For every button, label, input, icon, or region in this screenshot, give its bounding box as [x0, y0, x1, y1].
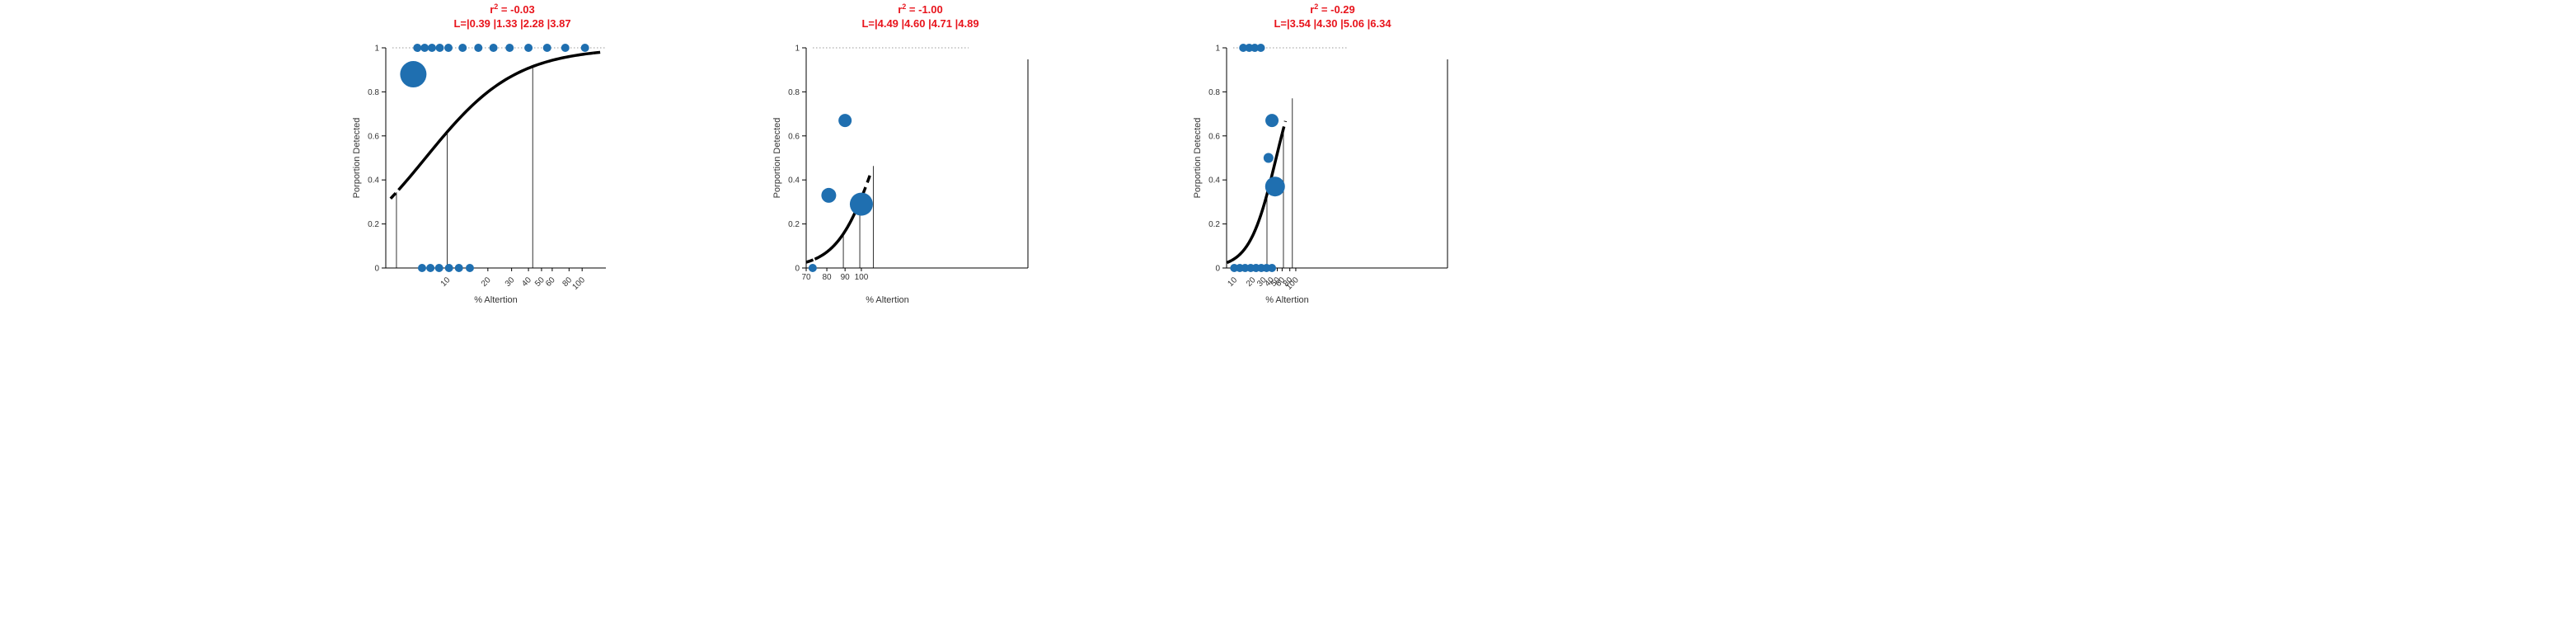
y-axis-label: Porportion Detected: [352, 118, 362, 199]
data-point: [1256, 44, 1265, 52]
data-point: [489, 44, 498, 52]
y-tick-label: 0.8: [788, 88, 800, 97]
title-r-symbol: r: [490, 3, 494, 16]
data-point: [435, 44, 444, 52]
fit-curve-dashed-low: [1226, 259, 1232, 265]
data-point: [444, 264, 453, 272]
data-point: [420, 44, 429, 52]
x-tick-label: 30: [504, 275, 517, 289]
data-point: [454, 264, 463, 272]
data-point: [808, 264, 817, 272]
fit-curve-solid: [1231, 133, 1284, 262]
x-tick-label: 40: [520, 275, 533, 289]
data-point: [1263, 153, 1274, 163]
data-point: [1239, 44, 1248, 52]
x-tick-label: 100: [855, 273, 869, 282]
chart-title-r2: r2 = -1.00: [898, 2, 943, 16]
chart-title-r2: r2 = -0.03: [490, 2, 535, 16]
data-point: [428, 44, 437, 52]
data-point: [1265, 176, 1285, 197]
data-point: [465, 264, 474, 272]
fit-curve-dashed-high: [861, 173, 872, 195]
y-tick-label: 0.2: [788, 220, 800, 229]
x-tick-label: 10: [1227, 275, 1240, 289]
y-tick-label: 1: [1215, 45, 1220, 54]
data-point: [505, 44, 514, 52]
x-tick-label: 70: [801, 273, 811, 282]
fit-curve-dashed-low: [805, 257, 816, 264]
data-point: [1265, 114, 1279, 128]
title-superscript: 2: [494, 2, 498, 11]
chart-title-thresholds: L=|3.54 |4.30 |5.06 |6.34: [1274, 17, 1391, 30]
data-point: [1268, 264, 1277, 272]
y-tick-label: 0.4: [368, 176, 379, 186]
fit-curve-dashed-low: [389, 189, 400, 200]
data-point: [474, 44, 483, 52]
x-tick-label: 100: [570, 275, 587, 292]
data-point: [426, 264, 435, 272]
y-tick-label: 0: [1215, 265, 1220, 274]
y-tick-label: 0.4: [1208, 176, 1220, 186]
data-point: [561, 44, 570, 52]
title-superscript: 2: [1314, 2, 1318, 11]
title-r2-value: = -0.29: [1318, 3, 1354, 16]
data-point: [417, 264, 426, 272]
y-axis-label: Porportion Detected: [1193, 118, 1203, 199]
y-tick-label: 0.6: [788, 132, 800, 141]
chart-panel-1: r2 = -0.03L=|0.39 |1.33 |2.28 |3.87 0 0.2 0…: [352, 2, 606, 305]
data-point: [524, 44, 533, 52]
fit-curve-solid: [397, 51, 594, 191]
y-tick-label: 1: [795, 45, 800, 54]
x-axis-label: % Altertion: [1265, 295, 1309, 305]
x-tick-label: 60: [544, 275, 557, 289]
chart-title-thresholds: L=|4.49 |4.60 |4.71 |4.89: [861, 17, 978, 30]
x-tick-label: 20: [480, 275, 493, 289]
x-tick-label: 90: [841, 273, 851, 282]
title-r-symbol: r: [898, 3, 902, 16]
data-point: [413, 44, 422, 52]
title-r-symbol: r: [1310, 3, 1314, 16]
fit-curve-dashed-high: [593, 50, 603, 55]
data-point: [542, 44, 551, 52]
y-tick-label: 0.6: [1208, 132, 1220, 141]
y-tick-label: 0: [795, 265, 800, 274]
x-tick-label: 10: [439, 275, 453, 289]
title-superscript: 2: [902, 2, 906, 11]
x-axis-label: % Altertion: [866, 295, 909, 305]
data-point: [838, 114, 852, 128]
data-point: [1250, 44, 1260, 52]
fit-curve-dashed-high: [1280, 120, 1288, 134]
data-point: [400, 61, 427, 88]
y-tick-label: 0.6: [368, 132, 379, 141]
data-point: [580, 44, 589, 52]
chart-title-r2: r2 = -0.29: [1310, 2, 1355, 16]
y-tick-label: 0.8: [1208, 88, 1220, 97]
data-point: [434, 264, 443, 272]
data-point: [458, 44, 467, 52]
data-point: [821, 187, 837, 203]
y-tick-label: 0.2: [1208, 220, 1220, 229]
title-r2-value: = -0.03: [498, 3, 534, 16]
y-tick-label: 0: [374, 265, 379, 274]
y-axis-label: Porportion Detected: [772, 118, 782, 199]
data-point: [849, 192, 873, 216]
chart-panel-3: r2 = -0.29L=|3.54 |4.30 |5.06 |6.34 0 0.2 0…: [1193, 2, 1448, 305]
y-tick-label: 1: [374, 45, 379, 54]
data-point: [443, 44, 453, 52]
y-tick-label: 0.8: [368, 88, 379, 97]
title-r2-value: = -1.00: [906, 3, 942, 16]
y-tick-label: 0.4: [788, 176, 800, 186]
x-tick-label: 80: [822, 273, 832, 282]
chart-title-thresholds: L=|0.39 |1.33 |2.28 |3.87: [453, 17, 570, 30]
x-axis-label: % Altertion: [474, 295, 518, 305]
y-tick-label: 0.2: [368, 220, 379, 229]
chart-panel-2: r2 = -1.00L=|4.49 |4.60 |4.71 |4.89 0 0.2 0…: [772, 2, 1029, 305]
